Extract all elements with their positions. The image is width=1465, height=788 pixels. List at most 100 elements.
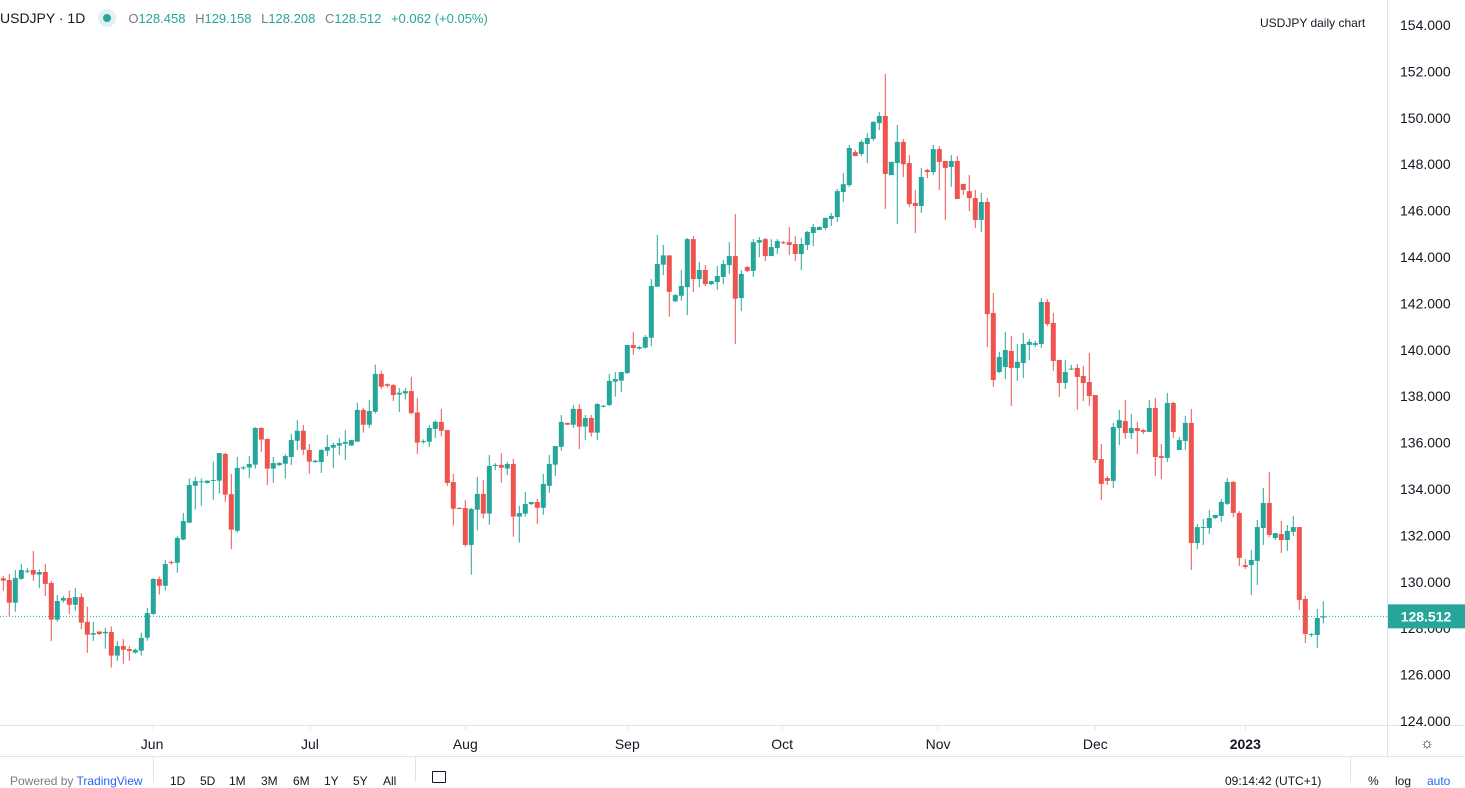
price-tick-label: 152.000 xyxy=(1400,63,1451,79)
candle xyxy=(36,569,42,589)
candle-body xyxy=(264,438,270,469)
candle-body xyxy=(294,430,300,441)
candle-body xyxy=(168,562,174,564)
candle-body xyxy=(240,467,246,469)
range-1d[interactable]: 1D xyxy=(170,774,186,788)
candle xyxy=(888,161,894,176)
candle-body xyxy=(66,598,72,605)
candle xyxy=(1098,443,1104,500)
candle xyxy=(1176,437,1182,451)
candle xyxy=(588,414,594,437)
range-6m[interactable]: 6M xyxy=(293,774,310,788)
gear-icon[interactable]: ☼ xyxy=(1420,735,1434,752)
candle xyxy=(1248,550,1254,596)
candle xyxy=(756,237,762,258)
candle xyxy=(210,461,216,500)
candle xyxy=(846,144,852,187)
candle xyxy=(108,626,114,668)
candle-body xyxy=(1110,427,1116,481)
candle-body xyxy=(1008,350,1014,368)
candle-body xyxy=(180,521,186,540)
candle xyxy=(294,420,300,451)
tradingview-link[interactable]: TradingView xyxy=(76,774,143,788)
candle xyxy=(462,500,468,547)
candle xyxy=(1194,524,1200,550)
candle-body xyxy=(642,337,648,348)
candle xyxy=(474,476,480,531)
candle xyxy=(186,478,192,524)
price-axis[interactable]: 124.000126.000128.000130.000132.000134.0… xyxy=(1400,17,1451,729)
candle-body xyxy=(1104,478,1110,481)
candle xyxy=(1320,601,1326,624)
time-axis[interactable]: Jun Jul Aug Sep Oct Nov Dec 2023 xyxy=(141,726,1261,752)
candle xyxy=(792,236,798,261)
candle xyxy=(540,473,546,515)
symbol-title[interactable]: USDJPY · 1D xyxy=(0,10,86,26)
candle-body xyxy=(48,582,54,620)
candle xyxy=(330,442,336,469)
range-5y[interactable]: 5Y xyxy=(353,774,368,788)
candle xyxy=(774,239,780,254)
candle xyxy=(168,560,174,565)
candle xyxy=(600,405,606,408)
candle xyxy=(432,420,438,438)
bottom-toolbar: Powered by TradingView 1D 5D 1M 3M 6M 1Y… xyxy=(0,756,1465,788)
candle-body xyxy=(780,242,786,244)
range-all[interactable]: All xyxy=(383,774,397,788)
candle xyxy=(84,606,90,653)
candle-body xyxy=(1056,360,1062,383)
powered-by[interactable]: Powered by TradingView xyxy=(10,774,143,788)
candle xyxy=(1212,514,1218,519)
candle xyxy=(780,240,786,245)
candle-body xyxy=(318,450,324,463)
candle-body xyxy=(984,202,990,315)
auto-toggle[interactable]: auto xyxy=(1427,774,1451,788)
candle-body xyxy=(366,411,372,425)
candle xyxy=(948,155,954,187)
candle-body xyxy=(828,215,834,219)
candle-body xyxy=(816,227,822,231)
candle xyxy=(576,404,582,450)
candle-body xyxy=(858,141,864,154)
candle xyxy=(870,121,876,141)
candle-body xyxy=(102,631,108,634)
price-tick-label: 148.000 xyxy=(1400,156,1451,172)
candle xyxy=(0,576,6,591)
candle-body xyxy=(1044,302,1050,325)
candle xyxy=(360,408,366,433)
percent-toggle[interactable]: % xyxy=(1368,774,1379,788)
candle xyxy=(1260,488,1266,545)
calendar-icon[interactable] xyxy=(432,771,446,783)
candle-body xyxy=(210,479,216,481)
candle-body xyxy=(948,160,954,167)
range-3m[interactable]: 3M xyxy=(261,774,278,788)
candle-body xyxy=(552,446,558,465)
candle-body xyxy=(126,649,132,651)
candle-body xyxy=(660,255,666,265)
time-tick-label: Dec xyxy=(1083,736,1108,752)
candle-body xyxy=(972,198,978,221)
candle-body xyxy=(156,579,162,586)
candle xyxy=(1074,363,1080,410)
candlestick-chart[interactable]: 124.000126.000128.000130.000132.000134.0… xyxy=(0,0,1465,756)
candle xyxy=(1116,409,1122,445)
candle xyxy=(1044,298,1050,326)
candle-body xyxy=(204,480,210,483)
candle xyxy=(738,269,744,312)
candle xyxy=(930,144,936,176)
candle xyxy=(1062,360,1068,390)
candle xyxy=(564,422,570,425)
candle xyxy=(354,402,360,442)
clock-time[interactable]: 09:14:42 (UTC+1) xyxy=(1225,774,1322,788)
range-1y[interactable]: 1Y xyxy=(324,774,339,788)
candle-body xyxy=(1098,459,1104,484)
candle-body xyxy=(930,149,936,173)
svg-text:128.512: 128.512 xyxy=(1401,608,1452,624)
candle-body xyxy=(60,598,66,601)
range-5d[interactable]: 5D xyxy=(200,774,216,788)
candle-body xyxy=(132,649,138,653)
range-1m[interactable]: 1M xyxy=(229,774,246,788)
log-toggle[interactable]: log xyxy=(1395,774,1412,788)
candle-body xyxy=(708,281,714,285)
candle-body xyxy=(1164,402,1170,458)
